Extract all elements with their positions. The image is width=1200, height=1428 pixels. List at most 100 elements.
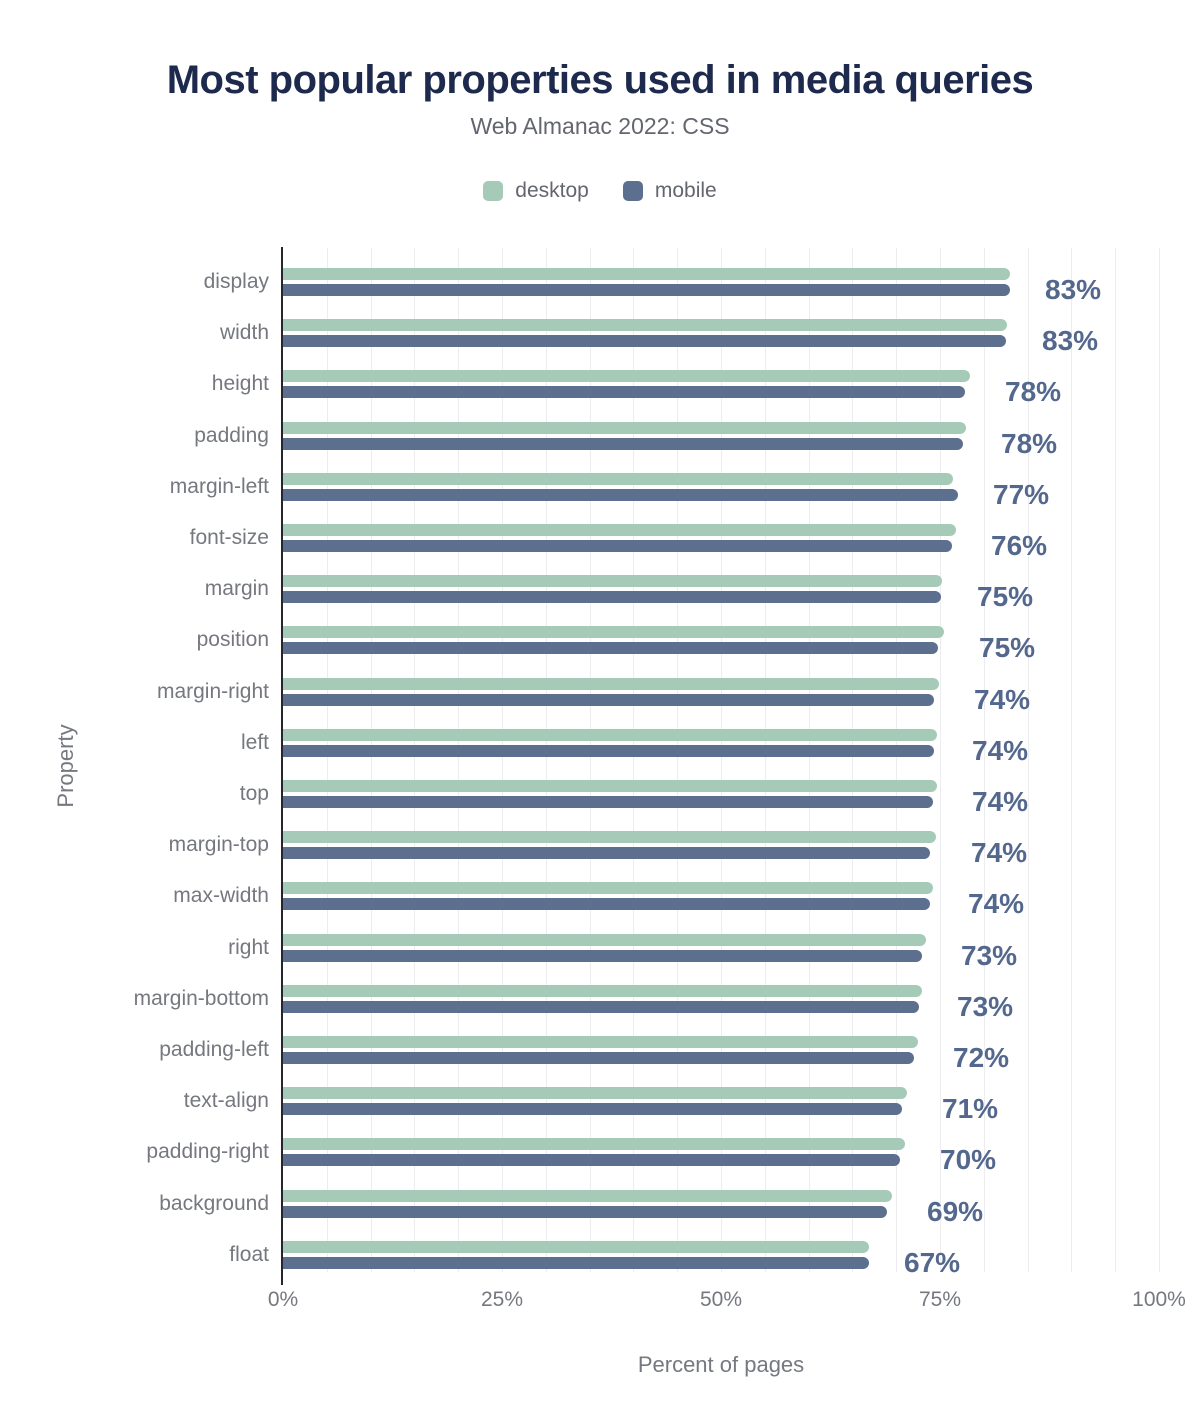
category-label: height (211, 372, 269, 395)
bar-row: position 75% (197, 606, 1159, 663)
desktop-bar[interactable] (283, 729, 937, 741)
bar-row: padding-left 72% (159, 1016, 1159, 1073)
bar-row: margin-top 74% (169, 811, 1159, 868)
mobile-bar[interactable] (283, 335, 1006, 347)
desktop-bar[interactable] (283, 678, 939, 690)
x-tick-label: 50% (699, 1288, 743, 1311)
desktop-bar[interactable] (283, 882, 933, 894)
category-label: margin-bottom (133, 987, 269, 1010)
mobile-bar[interactable] (283, 386, 965, 398)
bar-row: font-size 76% (190, 504, 1159, 561)
value-label: 70% (940, 1144, 997, 1175)
gridline (1115, 248, 1116, 1272)
desktop-bar[interactable] (283, 422, 966, 434)
mobile-bar[interactable] (283, 1154, 900, 1166)
x-axis-title: Percent of pages (637, 1352, 805, 1377)
category-label: position (196, 628, 269, 651)
gridline (896, 248, 897, 1272)
gridline (546, 248, 547, 1272)
desktop-bar[interactable] (283, 268, 1010, 280)
desktop-bar[interactable] (283, 934, 926, 946)
value-label: 69% (927, 1196, 984, 1227)
bar-row: max-width 74% (173, 862, 1159, 919)
value-label: 77% (993, 479, 1050, 510)
bar-row: margin-right 74% (157, 658, 1159, 715)
gridline (327, 248, 328, 1272)
mobile-bar[interactable] (283, 642, 938, 654)
bar-row: margin-bottom 73% (134, 965, 1159, 1022)
value-label: 76% (991, 530, 1048, 561)
desktop-bar[interactable] (283, 575, 942, 587)
value-label: 75% (977, 581, 1034, 612)
bar-row: width 83% (220, 299, 1159, 356)
mobile-bar[interactable] (283, 1052, 914, 1064)
category-label: padding-left (159, 1038, 269, 1061)
desktop-bar[interactable] (283, 1036, 918, 1048)
mobile-bar[interactable] (283, 745, 934, 757)
gridline (1028, 248, 1029, 1272)
desktop-bar[interactable] (283, 780, 937, 792)
bar-row: left 74% (241, 709, 1159, 766)
bar-row: margin-left 77% (170, 453, 1159, 510)
desktop-bar[interactable] (283, 1087, 907, 1099)
desktop-bar[interactable] (283, 1190, 892, 1202)
category-label: left (240, 731, 269, 754)
desktop-bar[interactable] (283, 626, 944, 638)
gridline (852, 248, 853, 1272)
gridline (502, 248, 503, 1272)
mobile-bar[interactable] (283, 1001, 919, 1013)
mobile-bar[interactable] (283, 540, 952, 552)
gridline (940, 248, 941, 1272)
bar-row: margin 75% (205, 555, 1159, 612)
value-label: 74% (968, 888, 1025, 919)
mobile-bar[interactable] (283, 1103, 902, 1115)
value-label: 74% (974, 684, 1031, 715)
mobile-bar[interactable] (283, 489, 958, 501)
mobile-bar[interactable] (283, 694, 934, 706)
desktop-bar[interactable] (283, 370, 970, 382)
mobile-bar[interactable] (283, 284, 1010, 296)
bar-row: right 73% (228, 914, 1159, 971)
bar-row: top 74% (240, 760, 1159, 817)
mobile-bar[interactable] (283, 591, 941, 603)
mobile-bar[interactable] (283, 898, 930, 910)
mobile-bar[interactable] (283, 847, 930, 859)
category-label: text-align (183, 1089, 269, 1112)
desktop-bar[interactable] (283, 319, 1007, 331)
category-label: margin-right (156, 680, 269, 703)
category-label: padding-right (146, 1140, 269, 1163)
mobile-bar[interactable] (283, 796, 933, 808)
mobile-bar[interactable] (283, 1206, 887, 1218)
bar-row: height 78% (212, 350, 1159, 407)
value-label: 78% (1001, 428, 1058, 459)
desktop-bar[interactable] (283, 1241, 869, 1253)
y-axis-line (281, 247, 283, 1285)
desktop-bar[interactable] (283, 473, 953, 485)
gridline (414, 248, 415, 1272)
value-label: 73% (961, 940, 1018, 971)
gridline (1159, 248, 1160, 1272)
value-label: 75% (979, 632, 1036, 663)
desktop-bar[interactable] (283, 831, 936, 843)
value-label: 72% (953, 1042, 1010, 1073)
mobile-bar[interactable] (283, 950, 922, 962)
category-label: width (219, 321, 269, 344)
desktop-bar[interactable] (283, 1138, 905, 1150)
bar-row: display 83% (204, 248, 1159, 305)
bar-row: background 69% (159, 1170, 1159, 1227)
mobile-bar[interactable] (283, 438, 963, 450)
desktop-bar[interactable] (283, 985, 922, 997)
category-label: max-width (173, 884, 269, 907)
gridline (1071, 248, 1072, 1272)
mobile-bar[interactable] (283, 1257, 869, 1269)
legend-item-desktop[interactable]: desktop (483, 179, 589, 203)
legend-item-mobile[interactable]: mobile (622, 179, 717, 203)
gridline (984, 248, 985, 1272)
value-label: 67% (904, 1247, 961, 1278)
gridline (633, 248, 634, 1272)
desktop-bar[interactable] (283, 524, 956, 536)
x-tick-label: 75% (918, 1288, 962, 1311)
chart-subtitle: Web Almanac 2022: CSS (470, 113, 730, 139)
value-label: 73% (957, 991, 1014, 1022)
